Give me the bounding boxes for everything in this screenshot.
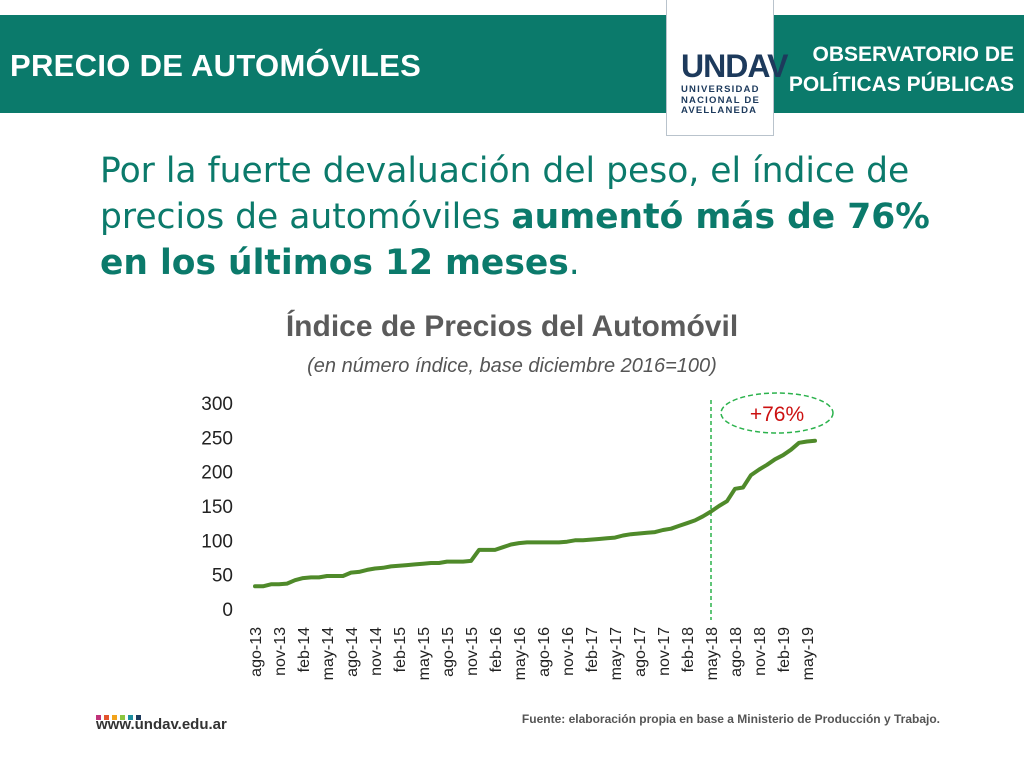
x-tick-label: nov-13	[272, 627, 289, 676]
headline: Por la fuerte devaluación del peso, el í…	[100, 148, 980, 286]
x-tick-label: nov-16	[560, 627, 577, 676]
x-tick-label: may-14	[320, 627, 337, 680]
x-tick-label: may-16	[512, 627, 529, 680]
x-tick-label: feb-19	[776, 627, 793, 672]
price-index-chart: 0 50 100 150 200 250 300 ago-13 nov-13 feb-14 may-…	[201, 392, 834, 680]
x-tick-label: ago-16	[536, 627, 553, 677]
x-tick-label: ago-18	[728, 627, 745, 677]
source-note: Fuente: elaboración propia en base a Min…	[521, 712, 940, 726]
page-title: PRECIO DE AUTOMÓVILES	[10, 48, 422, 83]
x-tick-label: feb-14	[296, 627, 313, 672]
logo-line-1: UNIVERSIDAD	[681, 84, 760, 95]
footer-url[interactable]: www.undav.edu.ar	[96, 716, 227, 733]
x-tick-label: feb-17	[584, 627, 601, 672]
y-tick-label: 0	[222, 600, 233, 621]
observatory-line-1: OBSERVATORIO DE	[812, 43, 1014, 66]
logo-text: UNIVERSIDAD NACIONAL DE AVELLANEDA	[681, 84, 771, 117]
brand-color-dots	[96, 707, 144, 725]
x-tick-label: may-18	[704, 627, 721, 680]
observatory-line-2: POLÍTICAS PÚBLICAS	[788, 73, 1014, 96]
x-tick-label: feb-16	[488, 627, 505, 672]
logo-line-3: AVELLANEDA	[681, 105, 758, 116]
x-tick-label: ago-17	[632, 627, 649, 677]
series-line	[253, 438, 817, 589]
y-tick-label: 300	[201, 394, 233, 415]
y-tick-label: 150	[201, 497, 233, 518]
chart-title: Índice de Precios del Automóvil	[285, 310, 739, 343]
headline-emphasis: aumentó más de 76% en los últimos 12 mes…	[100, 197, 930, 283]
x-tick-label: nov-18	[752, 627, 769, 676]
y-tick-label: 50	[212, 566, 233, 587]
undav-logo: UNDAV UNIVERSIDAD NACIONAL DE AVELLANEDA	[666, 0, 788, 136]
observatory-label: OBSERVATORIO DE POLÍTICAS PÚBLICAS	[784, 40, 1014, 100]
x-tick-label: nov-15	[464, 627, 481, 676]
annotation-ellipse	[720, 392, 834, 434]
logo-mark: UNDAV	[681, 48, 788, 84]
x-tick-label: feb-18	[680, 627, 697, 672]
x-tick-label: may-17	[608, 627, 625, 680]
headline-text: Por la fuerte devaluación del peso, el í…	[100, 151, 910, 237]
logo-line-2: NACIONAL DE	[681, 94, 760, 106]
y-tick-label: 200	[201, 463, 233, 484]
headline-end: .	[568, 243, 580, 283]
x-tick-label: ago-14	[344, 627, 361, 677]
header: PRECIO DE AUTOMÓVILES OBSERVATORIO DE PO…	[0, 0, 1024, 136]
y-tick-label: 100	[201, 531, 233, 552]
chart-subtitle: (en número índice, base diciembre 2016=1…	[307, 355, 717, 377]
x-tick-label: may-15	[416, 627, 433, 680]
x-tick-label: ago-13	[248, 627, 265, 677]
annotation-label: +76%	[750, 403, 804, 426]
x-tick-label: feb-15	[392, 627, 409, 672]
x-tick-label: ago-15	[440, 627, 457, 677]
x-tick-label: may-19	[800, 627, 817, 680]
x-tick-label: nov-17	[656, 627, 673, 676]
x-tick-label: nov-14	[368, 627, 385, 676]
header-band	[0, 15, 1024, 113]
y-tick-label: 250	[201, 428, 233, 449]
